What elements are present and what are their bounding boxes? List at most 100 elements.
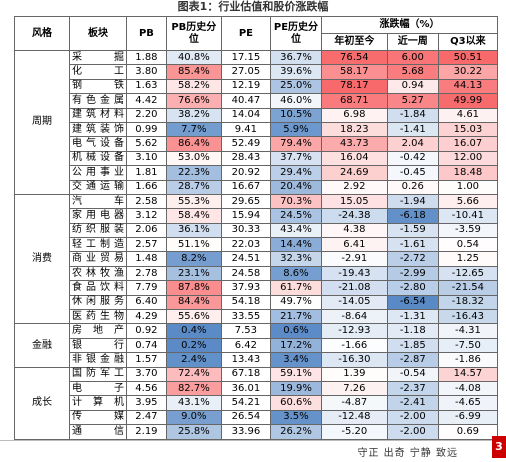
value-cell: -19.43 [320,265,388,282]
divider [0,440,492,441]
sector-cell: 非银金融 [69,352,127,368]
value-cell: 3.80 [126,64,167,80]
value-cell: 16.67 [220,179,271,195]
table: 风格 板块 PB PB历史分位 PE PE历史分位 涨跌幅（%） 年初至今 近一… [14,16,499,440]
table-row: 通信 2.19 25.8% 33.96 26.2% -5.20 -2.00 0.69 [15,424,499,440]
value-cell: 2.57 [126,237,167,253]
value-cell: 70.3% [269,193,322,210]
value-cell: 3.4% [269,352,322,368]
value-cell: 2.78 [126,265,167,282]
value-cell: 14.4% [269,237,322,253]
table-row: 有色金属 4.42 76.6% 40.47 46.0% 68.71 5.27 49.99 [15,93,499,109]
value-cell: 36.7% [269,49,322,66]
value-cell: -4.87 [320,395,388,411]
table-row: 化工 3.80 85.4% 27.05 39.6% 58.17 5.68 30.22 [15,64,499,80]
value-cell: 43.73 [320,136,388,152]
value-cell: 3.10 [126,150,167,167]
sector-cell: 建筑材料 [69,107,127,123]
header: PB历史分位 [165,16,222,51]
sector-cell: 食品饮料 [69,280,127,296]
value-cell: 55.6% [165,309,222,325]
value-cell: 2.06 [126,222,167,239]
value-cell: 20.92 [220,165,271,181]
value-cell: 59.1% [269,366,322,382]
value-cell: 60.6% [269,395,322,411]
value-cell: 10.5% [269,107,322,123]
value-cell: 5.62 [126,136,167,152]
value-cell: 2.47 [126,409,167,426]
sector-cell: 商业贸易 [69,251,127,267]
value-cell: 9.41 [220,121,271,138]
value-cell: -1.66 [320,337,388,354]
value-cell: 0.99 [126,121,167,138]
table-row: 休闲服务 6.40 84.4% 54.18 49.7% -14.05 -6.54 -18.32 [15,294,499,311]
sector-cell: 医药生物 [69,309,127,325]
value-cell: 37.93 [220,280,271,296]
value-cell: 30.33 [220,222,271,239]
value-cell: 82.7% [165,380,222,397]
table-row: 周期 采掘 1.88 40.8% 17.15 36.7% 76.54 6.00 50.51 [14,49,499,195]
value-cell: 23.1% [165,265,222,282]
value-cell: 33.55 [220,309,271,325]
value-cell: 4.38 [320,222,388,239]
value-cell: 14.57 [437,366,499,382]
table-row: 成长 国防军工 3.70 72.4% 67.18 59.1% 1.39 -0.54 14.57 [14,366,499,440]
value-cell: 87.8% [165,280,222,296]
value-cell: 61.7% [269,280,322,296]
value-cell: 7.79 [126,280,167,296]
value-cell: 19.9% [269,380,322,397]
value-cell: 5.9% [269,121,322,138]
table-row: 轻工制造 2.57 51.1% 22.03 14.4% 6.41 -1.61 0.54 [15,237,499,253]
value-cell: 21.7% [269,309,322,325]
value-cell: -12.65 [437,265,499,282]
value-cell: -2.72 [386,251,439,267]
value-cell: 29.65 [220,193,271,210]
value-cell: 78.17 [320,78,388,95]
value-cell: -12.48 [320,409,388,426]
sector-cell: 银行 [69,337,127,354]
value-cell: 38.2% [165,107,222,123]
value-cell: 17.2% [269,337,322,354]
sector-cell: 采掘 [69,49,127,66]
value-cell: -6.54 [386,294,439,311]
value-cell: -2.37 [386,380,439,397]
sector-cell: 家用电器 [69,208,127,224]
value-cell: 12.19 [220,78,271,95]
sector-cell: 国防军工 [69,366,127,382]
value-cell: 43.4% [269,222,322,239]
value-cell: 28.7% [165,179,222,195]
value-cell: -2.91 [320,251,388,267]
value-cell: 4.29 [126,309,167,325]
value-cell: -1.86 [437,352,499,368]
value-cell: 58.4% [165,208,222,224]
value-cell: 24.5% [269,208,322,224]
value-cell: 40.47 [220,93,271,109]
value-cell: 68.71 [320,93,388,109]
value-cell: -21.54 [437,280,499,296]
value-cell: 0.2% [165,337,222,354]
value-cell: 18.23 [320,121,388,138]
value-cell: 20.4% [269,179,322,195]
value-cell: -4.65 [437,395,499,411]
value-cell: 58.2% [165,78,222,95]
sector-cell: 纺织服装 [69,222,127,239]
header: 板块 [69,16,127,51]
value-cell: 24.69 [320,165,388,181]
value-cell: -0.54 [386,366,439,382]
value-cell: 36.01 [220,380,271,397]
header: PE历史分位 [269,16,322,51]
table-row: 食品饮料 7.79 87.8% 37.93 61.7% -21.08 -2.80 -21.54 [15,280,499,296]
value-cell: -6.99 [437,409,499,426]
table-row: 传媒 2.47 9.0% 26.54 3.5% -12.48 -2.00 -6.99 [15,409,499,426]
sector-cell: 钢铁 [69,78,127,95]
value-cell: 24.58 [220,265,271,282]
value-cell: -2.00 [386,424,439,440]
table-row: 钢铁 1.63 58.2% 12.19 25.0% 78.17 0.94 44.13 [15,78,499,95]
value-cell: 30.22 [437,64,499,80]
footer-motto: 守正 出奇 宁静 致远 [357,448,458,459]
value-cell: -1.94 [386,193,439,210]
value-cell: 44.13 [437,78,499,95]
table-row: 建筑材料 2.20 38.2% 14.04 10.5% 6.98 -1.84 4.61 [15,107,499,123]
value-cell: 0.4% [165,323,222,339]
value-cell: 1.48 [126,251,167,267]
